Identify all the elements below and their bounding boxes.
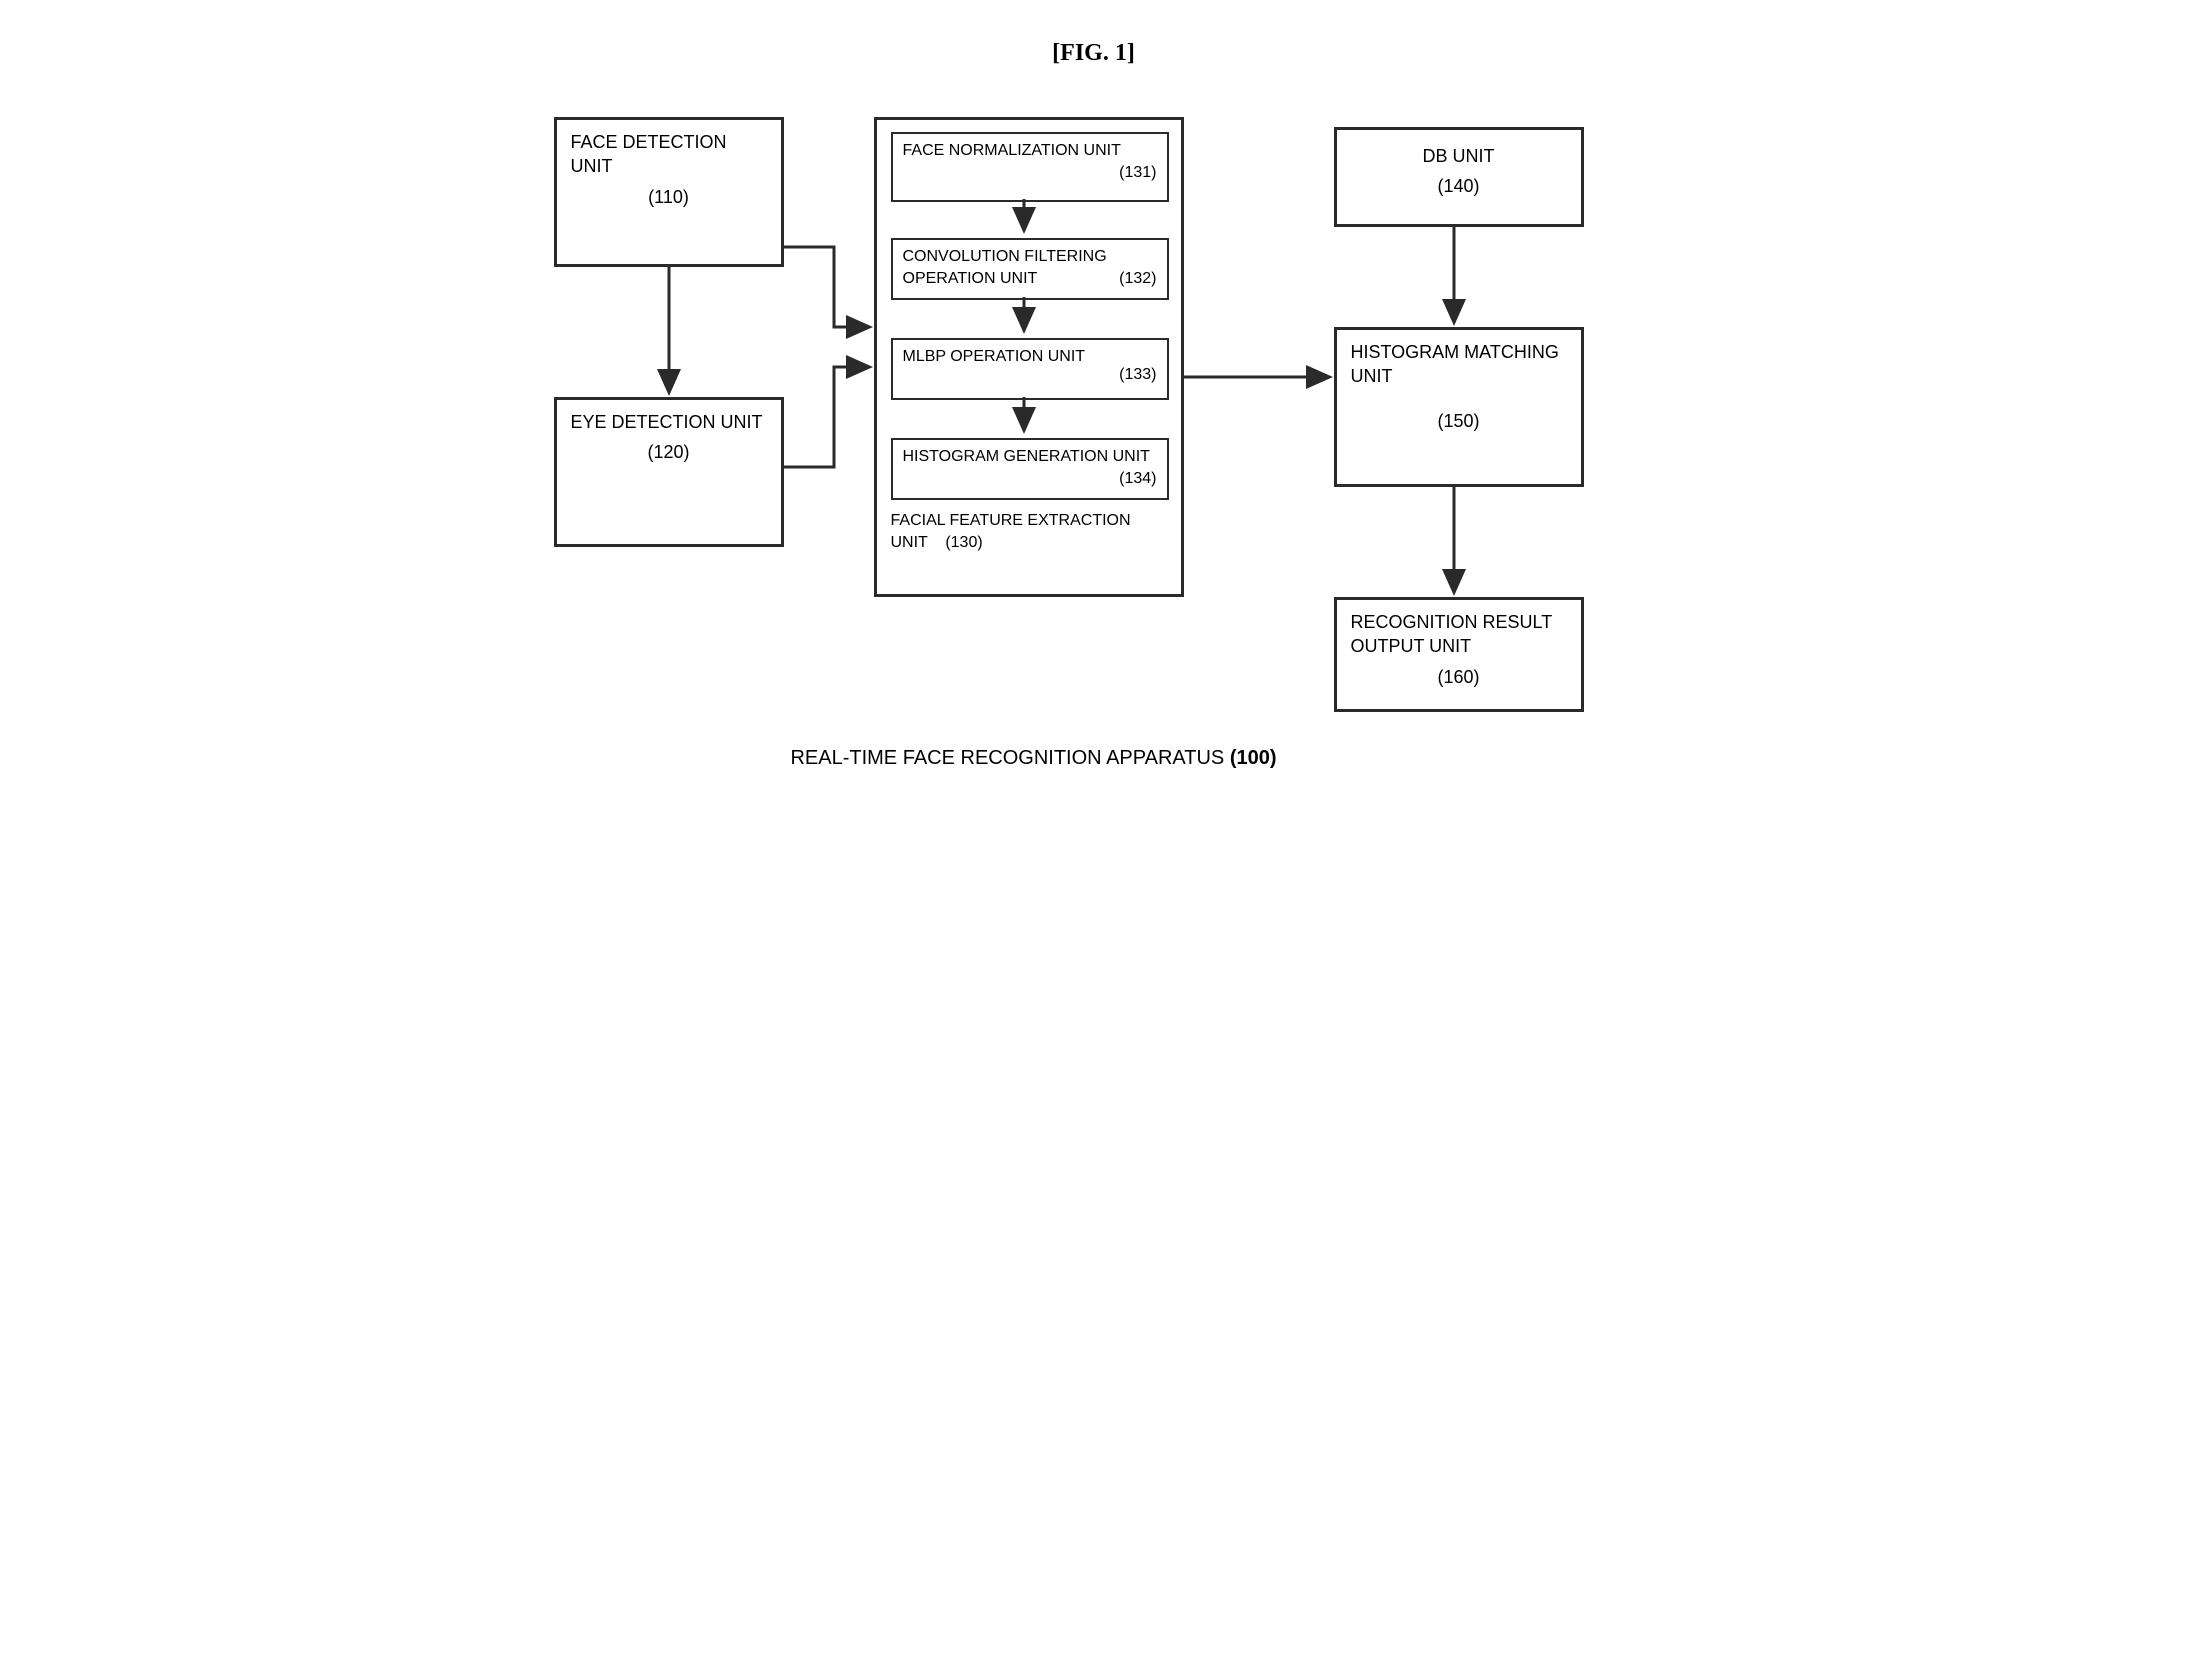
- block-recognition-result-output: RECOGNITION RESULT OUTPUT UNIT (160): [1334, 597, 1584, 712]
- block-ref: (150): [1351, 409, 1567, 433]
- block-convolution-filtering: CONVOLUTION FILTERING OPERATION UNIT (13…: [891, 238, 1169, 300]
- block-ref: (110): [571, 185, 767, 209]
- block-ref: (134): [1119, 468, 1156, 490]
- block-title: FACIAL FEATURE EXTRACTION UNIT: [891, 512, 1131, 551]
- block-histogram-generation: HISTOGRAM GENERATION UNIT (134): [891, 438, 1169, 500]
- block-ref: (120): [571, 440, 767, 464]
- figure-container: [FIG. 1] FACE DETECTION UNIT (110) EYE D…: [544, 40, 1644, 770]
- block-db: DB UNIT (140): [1334, 127, 1584, 227]
- block-face-detection: FACE DETECTION UNIT (110): [554, 117, 784, 267]
- figure-title: [FIG. 1]: [544, 40, 1644, 67]
- block-face-normalization: FACE NORMALIZATION UNIT (131): [891, 132, 1169, 202]
- block-title: DB UNIT: [1423, 146, 1495, 166]
- block-title: MLBP OPERATION UNIT: [903, 348, 1086, 365]
- block-eye-detection: EYE DETECTION UNIT (120): [554, 397, 784, 547]
- block-ref: (131): [1119, 162, 1156, 184]
- block-title: FACE DETECTION UNIT: [571, 132, 727, 176]
- block-ref: (132): [1119, 268, 1156, 290]
- block-histogram-matching: HISTOGRAM MATCHING UNIT (150): [1334, 327, 1584, 487]
- block-title: HISTOGRAM GENERATION UNIT: [903, 448, 1150, 465]
- block-title: FACE NORMALIZATION UNIT: [903, 142, 1121, 159]
- block-ref: (140): [1351, 174, 1567, 198]
- block-mlbp-operation: MLBP OPERATION UNIT (133): [891, 338, 1169, 400]
- block-diagram: FACE DETECTION UNIT (110) EYE DETECTION …: [544, 97, 1644, 777]
- block-ref: (160): [1351, 665, 1567, 689]
- block-title: RECOGNITION RESULT OUTPUT UNIT: [1351, 612, 1552, 656]
- arrow-110-130: [784, 247, 870, 327]
- block-ref: (130): [945, 534, 982, 551]
- block-130-label: FACIAL FEATURE EXTRACTION UNIT (130): [891, 510, 1169, 553]
- block-title: CONVOLUTION FILTERING OPERATION UNIT: [903, 248, 1107, 287]
- block-ref: (133): [1119, 364, 1156, 386]
- block-title: HISTOGRAM MATCHING UNIT: [1351, 342, 1559, 386]
- arrow-120-130: [784, 367, 870, 467]
- block-title: EYE DETECTION UNIT: [571, 412, 763, 432]
- block-facial-feature-extraction: FACE NORMALIZATION UNIT (131) CONVOLUTIO…: [874, 117, 1184, 597]
